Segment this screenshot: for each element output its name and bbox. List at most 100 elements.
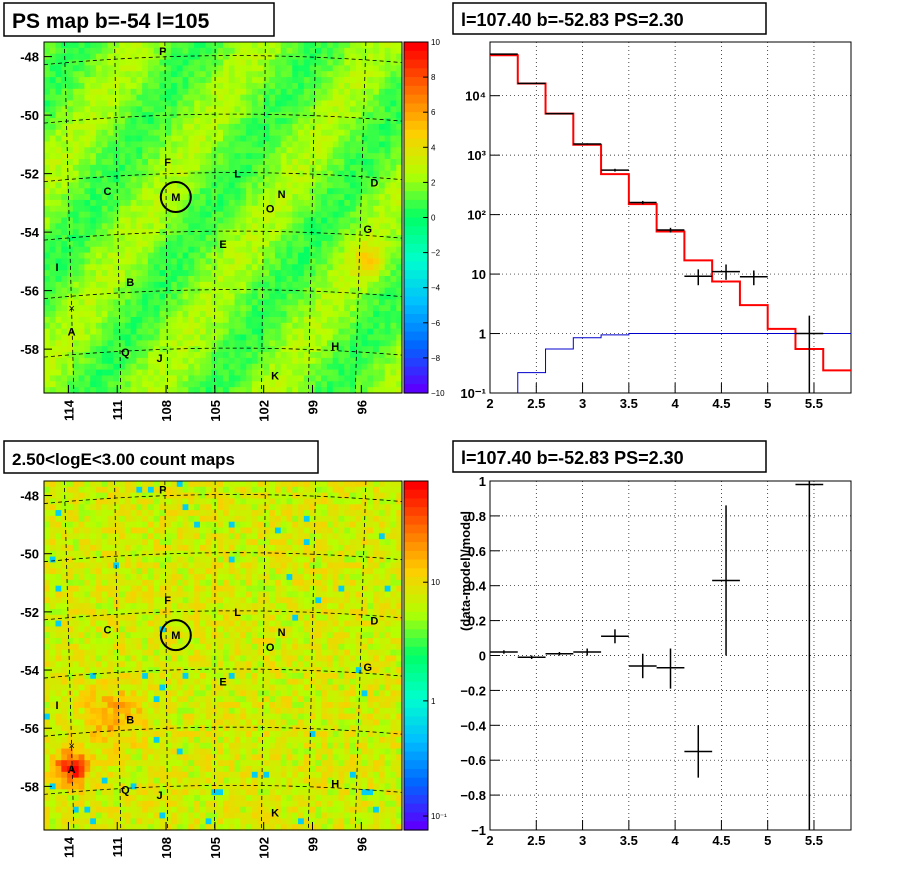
skymap-pixel	[390, 159, 397, 166]
skymap-pixel	[147, 176, 155, 183]
skymap-pixel	[95, 550, 103, 558]
skymap-pixel	[309, 504, 316, 511]
skymap-pixel	[130, 258, 137, 265]
skymap-pixel	[182, 88, 189, 96]
skymap-pixel	[223, 369, 230, 377]
skymap-pixel	[338, 527, 345, 534]
skymap-pixel	[101, 574, 109, 581]
skymap-pixel	[263, 205, 270, 213]
skymap-pixel	[113, 182, 120, 189]
skymap-pixel	[84, 199, 91, 207]
skymap-pixel	[223, 287, 230, 295]
skymap-pixel	[367, 550, 374, 558]
skymap-pixel	[67, 182, 74, 189]
skymap-pixel	[240, 550, 247, 558]
skymap-pixel	[274, 387, 282, 394]
skymap-pixel	[228, 544, 236, 552]
skymap-pixel	[396, 182, 403, 189]
skymap-pixel	[72, 316, 80, 324]
skymap-pixel	[72, 59, 80, 66]
skymap-pixel	[378, 574, 386, 581]
skymap-pixel	[107, 170, 114, 178]
skymap-pixel	[142, 129, 149, 137]
skymap-pixel	[61, 246, 68, 254]
skymap-pixel	[315, 527, 322, 534]
skymap-pixel	[217, 235, 224, 242]
skymap-pixel	[292, 42, 299, 49]
skymap-pixel	[234, 94, 241, 102]
skymap-pixel	[274, 129, 282, 137]
skymap-pixel	[159, 246, 166, 254]
skymap-pixel	[113, 381, 120, 388]
skymap-pixel	[107, 106, 114, 113]
skymap-pixel	[205, 270, 213, 277]
skymap-pixel	[350, 65, 357, 72]
skymap-pixel	[205, 352, 213, 359]
skymap-pixel	[171, 521, 178, 529]
skymap-pixel	[298, 346, 305, 353]
skymap-pixel	[194, 59, 201, 66]
skymap-pixel	[251, 293, 259, 300]
skymap-pixel	[101, 170, 109, 178]
skymap-pixel	[361, 65, 368, 72]
skymap-pixel	[84, 481, 91, 488]
skymap-pixel	[338, 229, 345, 236]
skymap-pixel	[315, 182, 322, 189]
skymap-pixel	[246, 527, 253, 534]
skymap-pixel	[321, 293, 328, 300]
skymap-pixel	[269, 88, 276, 96]
skymap-pixel	[217, 293, 224, 300]
skymap-pixel	[390, 328, 397, 336]
skymap-pixel	[390, 141, 397, 148]
skymap-pixel	[367, 305, 374, 312]
skymap-pixel	[292, 281, 299, 289]
skymap-pixel	[321, 188, 328, 195]
skymap-pixel	[130, 153, 137, 160]
skymap-pixel	[90, 369, 97, 377]
skymap-pixel	[355, 363, 363, 371]
skymap-pixel	[315, 217, 322, 224]
skymap-pixel	[165, 357, 172, 365]
skymap-pixel	[55, 252, 62, 260]
skymap-pixel	[84, 579, 91, 587]
skymap-pixel	[390, 311, 397, 318]
skymap-pixel	[171, 182, 178, 189]
skymap-pixel	[303, 153, 311, 160]
skymap-pixel	[396, 276, 403, 283]
skymap-pixel	[72, 281, 80, 289]
skymap-pixel	[55, 369, 62, 377]
skymap-pixel	[147, 252, 155, 260]
skymap-pixel	[263, 328, 270, 336]
skymap-pixel	[165, 88, 172, 96]
skymap-pixel	[171, 311, 178, 318]
skymap-pixel	[165, 316, 172, 324]
skymap-pixel	[188, 47, 195, 55]
skymap-pixel	[113, 316, 120, 324]
skymap-pixel	[309, 123, 316, 131]
skymap-pixel	[95, 585, 103, 593]
skymap-pixel	[153, 77, 161, 84]
skymap-pixel	[165, 387, 172, 394]
skymap-pixel	[199, 293, 207, 300]
skymap-pixel	[315, 322, 322, 330]
skymap-pixel	[228, 287, 236, 295]
skymap-pixel	[176, 270, 184, 277]
skymap-pixel	[124, 235, 132, 242]
skymap-pixel	[280, 147, 288, 154]
skymap-pixel	[49, 533, 57, 540]
skymap-pixel	[153, 539, 161, 546]
skymap-pixel	[223, 53, 230, 61]
skymap-pixel	[234, 159, 241, 166]
skymap-pixel	[367, 574, 374, 581]
skymap-pixel	[101, 579, 109, 587]
skymap-pixel	[292, 539, 299, 546]
skymap-pixel	[280, 574, 288, 581]
skymap-pixel	[280, 112, 288, 119]
skymap-pixel	[378, 287, 386, 295]
skymap-pixel	[338, 492, 345, 500]
skymap-pixel	[61, 270, 68, 277]
skymap-pixel	[367, 539, 374, 546]
skymap-pixel	[350, 305, 357, 312]
skymap-pixel	[67, 363, 74, 371]
skymap-pixel	[72, 357, 80, 365]
